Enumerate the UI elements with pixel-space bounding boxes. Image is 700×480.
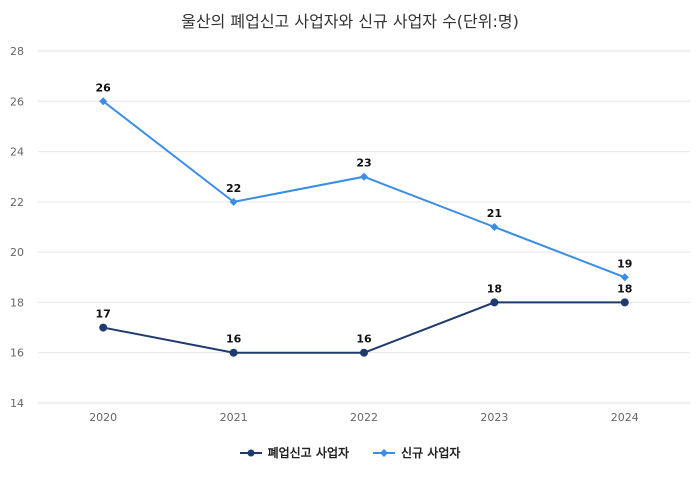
legend-swatch-closure (239, 449, 262, 456)
data-point[interactable] (490, 223, 499, 231)
data-label: 23 (356, 157, 371, 170)
y-tick-label: 22 (10, 196, 24, 209)
x-axis: 2020 2021 2022 2023 2024 (89, 411, 639, 424)
data-label: 26 (96, 81, 112, 94)
y-tick-label: 28 (10, 45, 24, 58)
x-tick-label: 2023 (480, 411, 508, 424)
data-point[interactable] (360, 348, 368, 357)
data-label: 16 (356, 333, 372, 346)
data-point[interactable] (229, 197, 238, 206)
y-tick-label: 26 (10, 95, 24, 108)
y-axis: 14 16 18 20 22 24 26 28 (10, 45, 24, 410)
legend: 폐업신고 사업자 신규 사업자 (0, 444, 700, 461)
x-tick-label: 2020 (89, 411, 117, 424)
data-label: 17 (96, 308, 111, 321)
data-label: 19 (617, 257, 632, 270)
data-label: 22 (226, 182, 241, 195)
legend-swatch-new (373, 448, 396, 457)
chart-title: 울산의 폐업신고 사업자와 신규 사업자 수(단위:명) (181, 12, 519, 31)
data-point[interactable] (99, 97, 108, 106)
data-point[interactable] (620, 298, 629, 307)
y-tick-label: 14 (10, 397, 24, 410)
data-label: 18 (487, 282, 502, 295)
data-label: 18 (617, 282, 632, 295)
legend-item-new[interactable]: 신규 사업자 (373, 444, 460, 461)
legend-label-closure: 폐업신고 사업자 (267, 446, 350, 460)
y-tick-label: 24 (10, 146, 24, 159)
y-tick-label: 20 (10, 246, 24, 259)
series-group (99, 97, 629, 357)
data-point[interactable] (229, 348, 238, 357)
y-tick-label: 16 (10, 347, 24, 360)
data-labels: 17 16 16 18 18 26 22 23 21 19 (96, 81, 633, 345)
legend-label-new: 신규 사업자 (401, 446, 461, 460)
y-tick-label: 18 (10, 296, 24, 309)
data-point[interactable] (360, 172, 368, 181)
data-point[interactable] (99, 323, 108, 332)
data-label: 21 (487, 207, 502, 220)
x-tick-label: 2021 (220, 411, 248, 424)
data-label: 16 (226, 333, 242, 346)
series-line-1 (102, 100, 626, 279)
data-point[interactable] (620, 273, 629, 282)
legend-item-closure[interactable]: 폐업신고 사업자 (239, 444, 350, 461)
x-tick-label: 2022 (350, 411, 378, 424)
x-tick-label: 2024 (611, 411, 639, 424)
data-point[interactable] (490, 298, 499, 307)
